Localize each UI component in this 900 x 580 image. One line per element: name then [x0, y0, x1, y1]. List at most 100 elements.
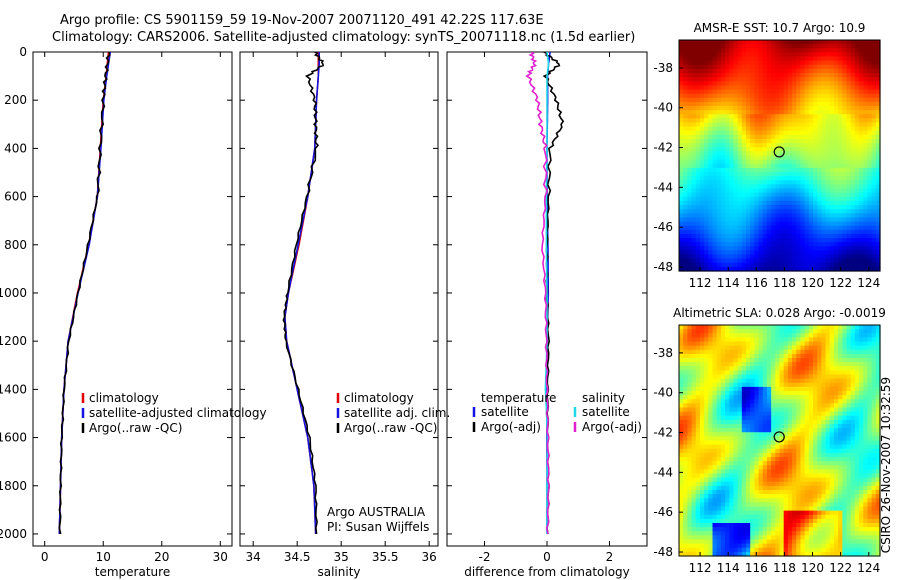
map-cell — [821, 52, 827, 58]
map-cell — [813, 229, 818, 235]
map-cell — [720, 106, 726, 111]
map-cell — [683, 349, 688, 355]
map-cell — [704, 424, 709, 429]
map-cell — [771, 329, 776, 334]
map-cell — [679, 93, 684, 99]
y-tick-label: -48 — [653, 260, 673, 274]
map-cell — [729, 77, 735, 82]
map-cell — [808, 64, 814, 70]
map-cell — [762, 490, 768, 495]
map-cell — [687, 436, 693, 442]
map-cell — [792, 473, 797, 479]
map-cell — [766, 411, 772, 417]
map-cell — [808, 329, 814, 334]
map-cell — [766, 242, 772, 247]
map-cell — [712, 374, 718, 380]
map-cell — [754, 485, 760, 491]
map-cell — [838, 370, 843, 376]
map-cell — [720, 457, 726, 462]
map-cell — [712, 366, 718, 371]
map-cell — [746, 209, 751, 214]
map-cell — [817, 126, 822, 132]
map-cell — [796, 440, 802, 446]
map-cell — [850, 172, 856, 177]
map-cell — [875, 391, 881, 396]
map-cell — [783, 407, 789, 413]
map-cell — [699, 333, 705, 338]
map-cell — [846, 147, 852, 152]
map-cell — [800, 196, 806, 202]
map-cell — [758, 196, 764, 202]
map-cell — [699, 407, 705, 413]
map-cell — [813, 266, 818, 272]
map-cell — [683, 498, 688, 503]
map-cell — [687, 118, 693, 124]
map-cell — [821, 266, 827, 272]
map-cell — [775, 391, 781, 396]
map-cell — [787, 415, 793, 421]
map-cell — [712, 250, 718, 256]
map-cell — [875, 403, 881, 409]
map-cell — [800, 40, 806, 45]
map-cell — [863, 494, 869, 499]
map-cell — [863, 440, 869, 446]
map-cell — [708, 424, 714, 429]
map-cell — [846, 262, 852, 268]
map-cell — [729, 452, 735, 458]
map-cell — [871, 238, 877, 243]
map-cell — [859, 85, 864, 91]
map-cell — [771, 341, 776, 347]
map-cell — [725, 481, 730, 487]
map-cell — [758, 114, 764, 119]
map-cell — [695, 143, 701, 148]
map-cell — [783, 188, 789, 194]
map-cell — [859, 118, 864, 124]
map-cell — [838, 386, 843, 392]
map-cell — [838, 353, 843, 359]
map-cell — [704, 325, 709, 330]
map-cell — [750, 122, 755, 128]
map-cell — [741, 457, 747, 462]
map-cell — [829, 118, 835, 124]
map-cell — [787, 172, 793, 177]
map-cell — [716, 209, 722, 214]
map-cell — [829, 68, 835, 74]
map-cell — [699, 205, 705, 210]
map-cell — [729, 465, 735, 470]
map-cell — [808, 60, 814, 66]
map-cell — [699, 382, 705, 388]
map-cell — [838, 176, 843, 181]
map-cell — [691, 461, 697, 466]
map-cell — [679, 139, 684, 144]
map-cell — [720, 448, 726, 454]
map-cell — [699, 64, 705, 70]
map-cell — [733, 250, 739, 256]
map-cell — [846, 440, 852, 446]
map-cell — [792, 345, 797, 351]
map-cell — [804, 192, 810, 198]
map-cell — [859, 246, 864, 251]
map-cell — [779, 205, 785, 210]
map-cell — [783, 180, 789, 185]
map-cell — [720, 213, 726, 218]
map-cell — [792, 40, 797, 45]
map-cell — [871, 196, 877, 202]
map-cell — [725, 106, 730, 111]
map-cell — [846, 163, 852, 169]
map-cell — [716, 93, 722, 99]
map-cell — [750, 89, 755, 95]
map-cell — [750, 114, 755, 119]
map-cell — [679, 329, 684, 334]
map-cell — [746, 266, 751, 272]
map-cell — [766, 246, 772, 251]
map-cell — [783, 457, 789, 462]
map-cell — [708, 436, 714, 442]
map-cell — [737, 172, 743, 177]
map-cell — [737, 391, 743, 396]
map-cell — [729, 56, 735, 62]
map-cell — [720, 184, 726, 190]
map-cell — [783, 378, 789, 384]
map-cell — [775, 151, 781, 157]
map-cell — [850, 333, 856, 338]
map-cell — [679, 221, 684, 227]
